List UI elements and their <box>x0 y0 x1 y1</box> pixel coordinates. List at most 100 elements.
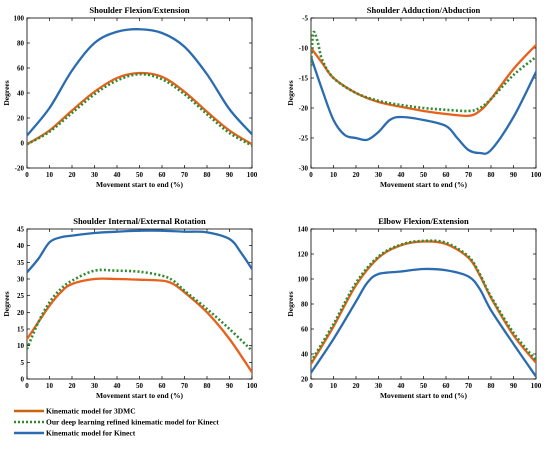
y-tick-label: -10 <box>299 45 309 53</box>
series-line-kinect <box>311 267 536 378</box>
y-tick-label: 35 <box>17 259 25 267</box>
x-tick-label: 60 <box>443 171 451 179</box>
x-tick-label: 20 <box>69 382 77 390</box>
x-tick-label: 0 <box>25 171 29 179</box>
x-tick-label: 70 <box>465 382 473 390</box>
y-tick-label: 40 <box>301 351 309 359</box>
chart-title: Shoulder Internal/External Rotation <box>73 216 206 226</box>
chart-panel-2: Shoulder Adduction/Abduction 0 10 20 30 40 50 6… <box>286 5 542 189</box>
series-line-kinect <box>27 229 252 274</box>
chart-panel-4: Elbow Flexion/Extension 0 10 20 30 40 50 60 70 80… <box>286 216 542 400</box>
series-line-kinect <box>311 55 536 155</box>
x-tick-label: 50 <box>420 171 428 179</box>
plot-area <box>26 228 253 380</box>
y-tick-label: -25 <box>299 135 309 143</box>
y-tick-label: 60 <box>17 65 25 73</box>
x-tick-label: 60 <box>159 171 167 179</box>
y-tick-label: -20 <box>15 165 25 173</box>
legend: Kinematic model for 3DMC Our deep learnin… <box>14 407 219 438</box>
y-tick-label: 100 <box>298 276 309 284</box>
x-tick-label: 30 <box>91 171 99 179</box>
y-tick-label: 25 <box>17 292 25 300</box>
series-line-threeDMC <box>311 43 536 118</box>
x-axis-label: Movement start to end (%) <box>380 180 468 189</box>
x-tick-label: 100 <box>247 382 258 390</box>
x-tick-label: 90 <box>226 382 234 390</box>
x-tick-label: 60 <box>443 382 451 390</box>
y-axis-label: Degrees <box>286 80 295 105</box>
y-tick-label: 60 <box>301 326 309 334</box>
x-tick-label: 80 <box>488 171 496 179</box>
y-tick-label: 20 <box>17 309 25 317</box>
legend-label: Our deep learning refined kinematic mode… <box>46 418 219 427</box>
x-tick-label: 70 <box>181 171 189 179</box>
y-axis-label: Degrees <box>2 80 11 105</box>
x-tick-label: 90 <box>226 171 234 179</box>
x-tick-label: 10 <box>46 382 54 390</box>
y-tick-label: 120 <box>298 251 309 259</box>
x-tick-label: 40 <box>398 382 406 390</box>
x-tick-label: 80 <box>204 382 212 390</box>
chart-title: Shoulder Flexion/Extension <box>89 5 189 15</box>
x-tick-label: 20 <box>353 382 361 390</box>
x-tick-label: 20 <box>69 171 77 179</box>
series-line-deep <box>311 30 536 113</box>
x-tick-label: 20 <box>353 171 361 179</box>
y-tick-label: 30 <box>17 276 25 284</box>
x-tick-label: 30 <box>91 382 99 390</box>
chart-title: Shoulder Adduction/Abduction <box>367 5 481 15</box>
series-line-deep <box>311 239 536 363</box>
chart-title: Elbow Flexion/Extension <box>378 216 469 226</box>
y-tick-label: -30 <box>299 165 309 173</box>
x-tick-label: 80 <box>488 382 496 390</box>
x-tick-label: 30 <box>375 171 383 179</box>
y-tick-label: 40 <box>17 90 25 98</box>
x-tick-label: 100 <box>247 171 258 179</box>
y-tick-label: 45 <box>17 226 25 234</box>
y-tick-label: 80 <box>17 40 25 48</box>
x-axis-label: Movement start to end (%) <box>380 391 468 400</box>
x-tick-label: 40 <box>398 171 406 179</box>
y-axis-label: Degrees <box>2 291 11 316</box>
x-tick-label: 80 <box>204 171 212 179</box>
x-tick-label: 0 <box>25 382 29 390</box>
y-tick-label: 40 <box>17 242 25 250</box>
y-tick-label: -15 <box>299 75 309 83</box>
series-line-deep <box>27 72 252 147</box>
y-tick-label: 140 <box>298 226 309 234</box>
x-tick-label: 90 <box>510 171 518 179</box>
y-tick-label: 80 <box>301 301 309 309</box>
x-tick-label: 50 <box>136 171 144 179</box>
series-line-threeDMC <box>27 277 252 374</box>
x-axis-label: Movement start to end (%) <box>96 180 184 189</box>
series-line-deep <box>27 268 252 352</box>
plot-area <box>310 17 537 169</box>
x-tick-label: 100 <box>531 382 542 390</box>
y-axis-label: Degrees <box>286 291 295 316</box>
x-tick-label: 70 <box>181 382 189 390</box>
x-tick-label: 10 <box>330 382 338 390</box>
x-tick-label: 0 <box>309 171 313 179</box>
series-line-kinect <box>27 28 252 137</box>
y-tick-label: 15 <box>17 326 25 334</box>
y-tick-label: 0 <box>21 376 25 384</box>
x-tick-label: 60 <box>159 382 167 390</box>
x-tick-label: 70 <box>465 171 473 179</box>
x-tick-label: 100 <box>531 171 542 179</box>
legend-label: Kinematic model for Kinect <box>46 429 136 438</box>
x-tick-label: 0 <box>309 382 313 390</box>
y-tick-label: 0 <box>21 140 25 148</box>
chart-panel-1: Shoulder Flexion/Extension 0 10 20 30 40 50 60 7… <box>2 5 258 189</box>
y-tick-label: 20 <box>17 115 25 123</box>
y-tick-label: -20 <box>299 105 309 113</box>
x-tick-label: 40 <box>114 382 122 390</box>
series-line-threeDMC <box>27 71 252 146</box>
chart-panel-3: Shoulder Internal/External Rotation 0 10 20… <box>2 216 258 400</box>
y-tick-label: 5 <box>21 359 25 367</box>
x-tick-label: 30 <box>375 382 383 390</box>
y-tick-label: 100 <box>14 15 25 23</box>
legend-label: Kinematic model for 3DMC <box>46 407 136 416</box>
x-tick-label: 40 <box>114 171 122 179</box>
